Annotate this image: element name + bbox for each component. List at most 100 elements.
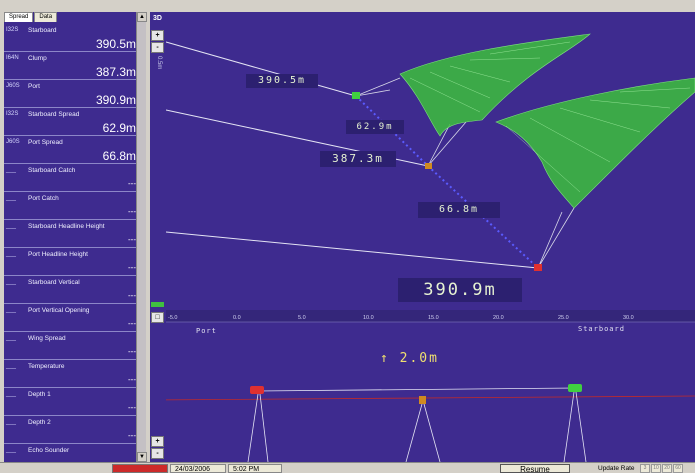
scroll-down-arrow-icon[interactable]: ▼ <box>137 452 147 462</box>
sensor-id: I32S <box>6 111 19 117</box>
sensor-label: Port Spread <box>28 139 63 146</box>
side-view <box>150 384 695 462</box>
port-net-mesh <box>505 87 691 193</box>
starboard-side-sensor-icon[interactable] <box>568 384 582 392</box>
sensor-row[interactable]: ___ Port Headline Height --- <box>4 248 139 276</box>
sensor-label: Echo Sounder <box>28 447 70 454</box>
sensor-id: ___ <box>6 279 17 285</box>
view-3d-button[interactable]: 3D <box>153 15 162 22</box>
port-door-sensor-icon[interactable] <box>534 264 542 271</box>
sensor-label: Port Headline Height <box>28 251 88 258</box>
sensor-id: ___ <box>6 391 17 397</box>
scale-tick-label: 10.0 <box>363 315 374 321</box>
bridle-lines <box>355 77 575 269</box>
sensor-row[interactable]: ___ Port Vertical Opening --- <box>4 304 139 332</box>
port-spread-label: 66.8m <box>418 202 500 218</box>
clump-sensor-icon[interactable] <box>425 163 432 169</box>
port-warp-line <box>165 231 539 269</box>
rate-option-20[interactable]: 20 <box>662 464 672 473</box>
sensor-list-scrollbar[interactable]: ▲ ▼ <box>136 12 147 462</box>
scale-tick-label: 0.0 <box>233 315 241 321</box>
sensor-value: --- <box>128 179 136 188</box>
rate-option-3[interactable]: 3 <box>640 464 650 473</box>
sensor-row[interactable]: ___ Wing Spread --- <box>4 332 139 360</box>
scale-tick-label: -5.0 <box>168 315 177 321</box>
sensor-id: ___ <box>6 335 17 341</box>
scale-tick-label: 25.0 <box>558 315 569 321</box>
tab-spread[interactable]: Spread <box>4 12 34 22</box>
sensor-value: --- <box>128 347 136 356</box>
sensor-label: Depth 2 <box>28 419 51 426</box>
scale-tick-label: 30.0 <box>623 315 634 321</box>
headline-height-readout: ↑ 2.0m <box>380 351 439 366</box>
zoom-out-button[interactable]: - <box>151 42 164 53</box>
rate-option-60[interactable]: 60 <box>673 464 683 473</box>
bottom-zoom-out-button[interactable]: - <box>151 448 164 459</box>
sensor-label: Port <box>28 83 40 90</box>
alarm-indicator <box>112 464 168 473</box>
status-date: 24/03/2006 <box>170 464 226 473</box>
sensor-value: --- <box>128 235 136 244</box>
sensor-list-panel: I32S Starboard 390.5m I64N Clump 387.3m J60S Po… <box>4 12 140 462</box>
trawl-view[interactable]: -5.0 0.0 5.0 10.0 15.0 20.0 25.0 30.0 390.5m 62… <box>150 12 695 462</box>
sensor-id: I32S <box>6 27 19 33</box>
sensor-row[interactable]: ___ Port Catch --- <box>4 192 139 220</box>
sensor-id: J60S <box>6 83 20 89</box>
scroll-up-arrow-icon[interactable]: ▲ <box>137 12 147 22</box>
plan-view <box>165 33 695 271</box>
sensor-label: Clump <box>28 55 47 62</box>
sensor-id: ___ <box>6 167 17 173</box>
scale-tick-label: 5.0 <box>298 315 306 321</box>
tab-data[interactable]: Data <box>34 12 58 22</box>
sensor-row[interactable]: ___ Echo Sounder --- <box>4 444 139 462</box>
starboard-net <box>399 33 591 137</box>
sensor-value: --- <box>128 319 136 328</box>
sensor-value: --- <box>128 207 136 216</box>
sensor-value: 62.9m <box>102 121 136 135</box>
starboard-side-label: Starboard <box>578 325 625 333</box>
status-time: 5:02 PM <box>228 464 282 473</box>
port-side-label: Port <box>196 327 217 335</box>
clump-side-sensor-icon[interactable] <box>419 396 426 404</box>
sensor-id: J60S <box>6 139 20 145</box>
starboard-spread-label: 62.9m <box>346 120 404 134</box>
sensor-id: ___ <box>6 195 17 201</box>
sensor-id: I64N <box>6 55 19 61</box>
sensor-row[interactable]: J60S Port 390.9m <box>4 80 139 108</box>
sensor-row[interactable]: I64N Clump 387.3m <box>4 52 139 80</box>
sensor-value: --- <box>128 375 136 384</box>
sensor-value: 390.9m <box>95 93 136 107</box>
sensor-row[interactable]: ___ Starboard Catch --- <box>4 164 139 192</box>
sensor-row[interactable]: ___ Temperature --- <box>4 360 139 388</box>
sensor-label: Starboard Spread <box>28 111 80 118</box>
sensor-row[interactable]: ___ Depth 2 --- <box>4 416 139 444</box>
sensor-row[interactable]: ___ Starboard Vertical --- <box>4 276 139 304</box>
distance-scale <box>150 310 695 323</box>
sensor-label: Starboard <box>28 27 57 34</box>
sensor-value: --- <box>128 291 136 300</box>
resume-button[interactable]: Resume <box>500 464 570 473</box>
sensor-value: --- <box>128 403 136 412</box>
zoom-in-button[interactable]: + <box>151 30 164 41</box>
sensor-row[interactable]: ___ Depth 1 --- <box>4 388 139 416</box>
clump-distance-label: 387.3m <box>320 151 396 167</box>
port-side-sensor-icon[interactable] <box>250 386 264 394</box>
rate-option-10[interactable]: 10 <box>651 464 661 473</box>
bottom-zoom-in-button[interactable]: + <box>151 436 164 447</box>
starboard-net-mesh <box>409 41 571 113</box>
sensor-row[interactable]: I32S Starboard Spread 62.9m <box>4 108 139 136</box>
sensor-label: Depth 1 <box>28 391 51 398</box>
starboard-door-sensor-icon[interactable] <box>352 92 360 99</box>
sensor-row[interactable]: J60S Port Spread 66.8m <box>4 136 139 164</box>
sensor-id: ___ <box>6 447 17 453</box>
scale-tick-label: 20.0 <box>493 315 504 321</box>
square-icon[interactable]: □ <box>151 312 164 323</box>
sensor-value: 387.3m <box>95 65 136 79</box>
sensor-row[interactable]: I32S Starboard 390.5m <box>4 24 139 52</box>
sensor-row[interactable]: ___ Starboard Headline Height --- <box>4 220 139 248</box>
sensor-value: --- <box>128 431 136 440</box>
sensor-label: Starboard Catch <box>28 167 76 174</box>
headline-line <box>257 387 577 392</box>
update-rate-label: Update Rate <box>598 465 635 472</box>
sensor-value: --- <box>128 263 136 272</box>
